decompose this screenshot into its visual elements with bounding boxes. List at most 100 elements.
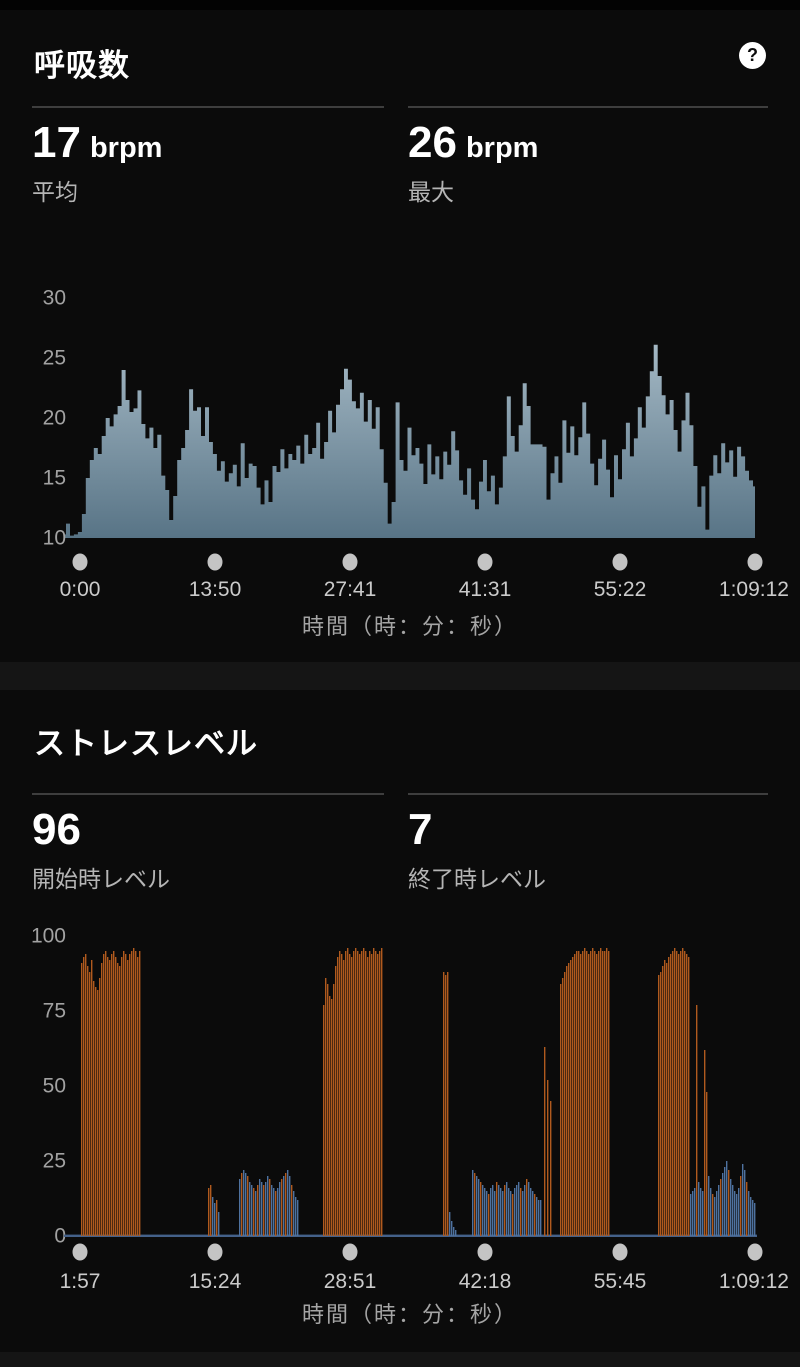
rest-bar: [261, 1182, 263, 1236]
y-tick-label: 30: [43, 287, 66, 310]
stress-bar: [263, 1185, 265, 1236]
section-divider: [0, 662, 800, 690]
stress-bar: [496, 1182, 498, 1236]
stat-start-level-value: 96: [32, 805, 81, 854]
stress-bar: [712, 1194, 714, 1236]
stress-bar: [247, 1176, 249, 1236]
stress-bar: [210, 1185, 212, 1236]
rest-bar: [245, 1173, 247, 1236]
rest-bar: [506, 1182, 508, 1236]
stress-bar: [123, 951, 125, 1236]
rest-bar: [732, 1185, 734, 1236]
stress-bar: [578, 951, 580, 1236]
stress-bar: [109, 960, 111, 1236]
stress-bar: [125, 954, 127, 1236]
stress-bar: [608, 951, 610, 1236]
stress-bar: [592, 948, 594, 1236]
y-tick-label: 25: [43, 1150, 66, 1173]
rest-bar: [744, 1170, 746, 1236]
stress-bar: [333, 984, 335, 1236]
rest-bar: [690, 1194, 692, 1236]
stress-bar: [97, 990, 99, 1236]
stress-bar: [582, 951, 584, 1236]
stress-bar: [670, 954, 672, 1236]
rest-bar: [750, 1197, 752, 1236]
stress-bar: [588, 954, 590, 1236]
stress-bar: [101, 963, 103, 1236]
stress-bar: [349, 954, 351, 1236]
rest-bar: [718, 1185, 720, 1236]
stress-bar: [560, 984, 562, 1236]
rest-bar: [287, 1170, 289, 1236]
stress-bar: [291, 1185, 293, 1236]
stress-bar: [566, 966, 568, 1236]
stress-bar: [119, 966, 121, 1236]
rest-bar: [510, 1191, 512, 1236]
rest-bar: [698, 1182, 700, 1236]
stress-chart[interactable]: 0 25 50 75 100 1:57 15:24 28:51 42:18 55:45 1:09:1…: [0, 905, 800, 1352]
rest-bar: [451, 1221, 453, 1236]
x-tick-dot: [747, 1243, 763, 1261]
stat-max-value: 26: [408, 118, 457, 167]
stress-bar: [375, 951, 377, 1236]
rest-bar: [283, 1176, 285, 1236]
stress-bar: [367, 957, 369, 1236]
stress-bar: [381, 948, 383, 1236]
x-tick-label: 0:00: [60, 578, 101, 601]
stress-bar: [580, 954, 582, 1236]
stress-bar: [139, 951, 141, 1236]
x-tick-label: 42:18: [459, 1270, 512, 1293]
stress-bar: [377, 954, 379, 1236]
rest-bar: [538, 1200, 540, 1236]
stress-bar: [660, 972, 662, 1236]
stress-bar: [740, 1176, 742, 1236]
stress-bar: [658, 975, 660, 1236]
stress-bar: [331, 999, 333, 1236]
rest-bar: [692, 1191, 694, 1236]
stress-bar: [257, 1185, 259, 1236]
stress-bar: [353, 951, 355, 1236]
stress-bar: [373, 948, 375, 1236]
stress-bar: [688, 957, 690, 1236]
rest-bar: [502, 1191, 504, 1236]
stress-bar: [121, 957, 123, 1236]
stress-bar: [361, 951, 363, 1236]
x-tick-dot: [207, 553, 223, 571]
bottom-strip: [0, 1352, 800, 1367]
rest-bar: [726, 1161, 728, 1236]
help-button[interactable]: ?: [739, 42, 766, 69]
rest-bar: [716, 1191, 718, 1236]
respiration-area-series: [64, 344, 755, 538]
stress-bar: [668, 957, 670, 1236]
rest-bar: [273, 1188, 275, 1236]
stress-card: ストレスレベル 96 開始時レベル 7 終了時レベル 0 25 50 75 100 1:5…: [0, 690, 800, 1352]
rest-bar: [752, 1200, 754, 1236]
rest-bar: [212, 1197, 214, 1236]
rest-bar: [708, 1176, 710, 1236]
x-tick-label: 1:57: [60, 1270, 101, 1293]
rest-bar: [267, 1176, 269, 1236]
respiration-chart[interactable]: 10 15 20 25 30 0:00 13:50 27:41 41:31 55:22 1:09:1…: [0, 260, 800, 650]
rest-bar: [722, 1173, 724, 1236]
x-tick-dot: [207, 1243, 223, 1261]
stat-average-unit: brpm: [89, 132, 163, 164]
stress-bar: [379, 951, 381, 1236]
stress-bar: [345, 951, 347, 1236]
x-tick-label: 27:41: [324, 578, 377, 601]
rest-bar: [700, 1188, 702, 1236]
rest-bar: [702, 1191, 704, 1236]
stress-bar: [682, 948, 684, 1236]
stress-card-title: ストレスレベル: [34, 726, 258, 761]
y-tick-label: 25: [43, 347, 66, 370]
rest-bar: [694, 1188, 696, 1236]
stress-bar: [672, 951, 674, 1236]
stress-bar: [534, 1194, 536, 1236]
stress-bar: [720, 1179, 722, 1236]
rest-bar: [714, 1197, 716, 1236]
stress-bar: [93, 981, 95, 1236]
stat-start-level: 96 開始時レベル: [32, 793, 384, 894]
x-tick-dot: [477, 553, 493, 571]
x-tick-label: 13:50: [189, 578, 242, 601]
stress-bar: [99, 978, 101, 1236]
